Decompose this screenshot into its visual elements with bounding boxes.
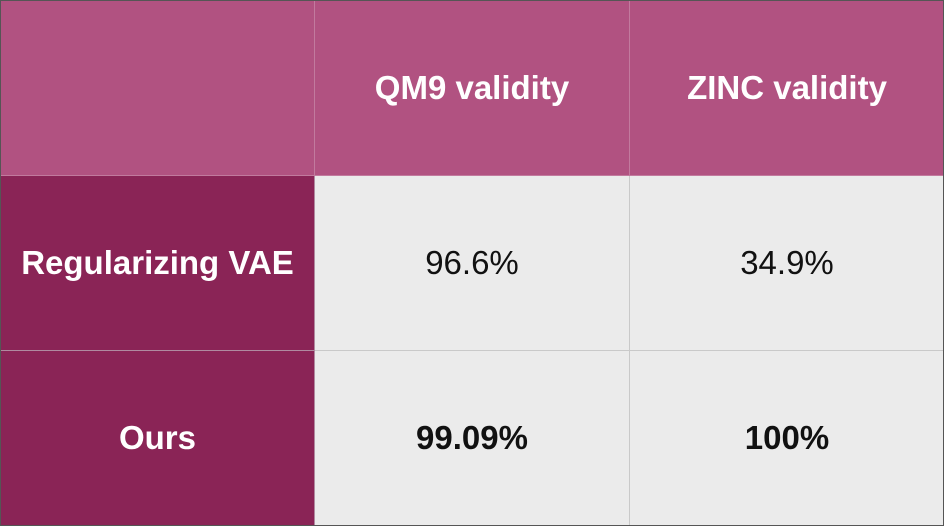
cell: 100%	[629, 350, 944, 526]
cell: 99.09%	[314, 350, 630, 526]
cell: 34.9%	[629, 175, 944, 351]
row-label: Regularizing VAE	[0, 175, 315, 351]
header-row: QM9 validity ZINC validity	[0, 0, 944, 176]
table-row: Regularizing VAE 96.6% 34.9%	[0, 175, 944, 351]
column-header: QM9 validity	[314, 0, 630, 176]
corner-cell	[0, 0, 315, 176]
table-row: Ours 99.09% 100%	[0, 350, 944, 526]
column-header: ZINC validity	[629, 0, 944, 176]
row-label: Ours	[0, 350, 315, 526]
cell: 96.6%	[314, 175, 630, 351]
